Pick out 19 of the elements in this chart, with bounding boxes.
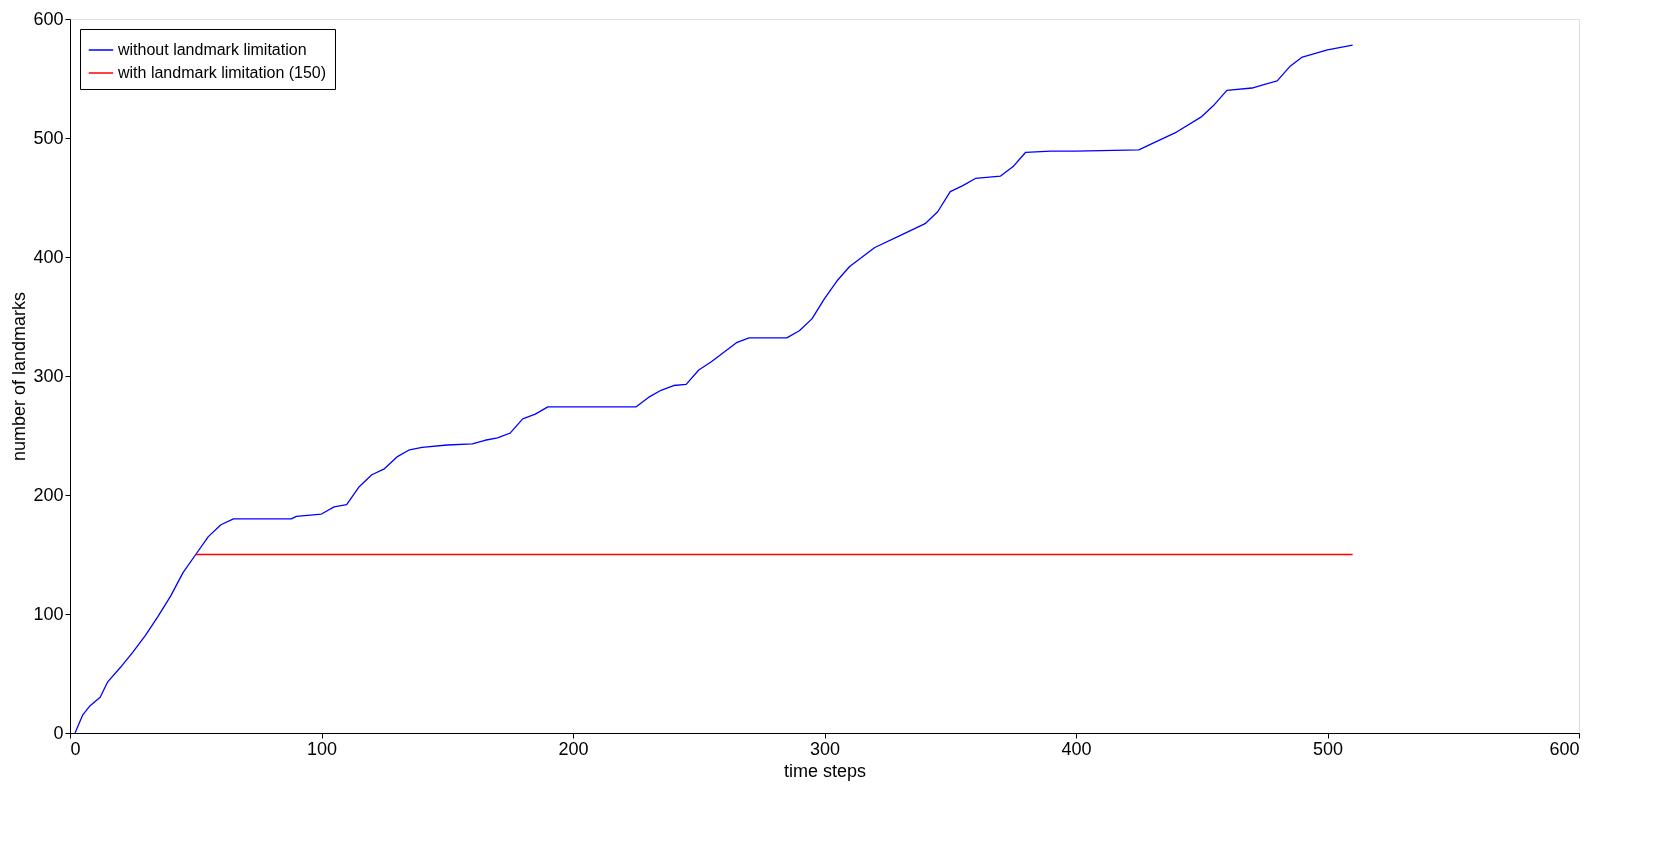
x-tick-label: 500 [1312,738,1344,759]
x-tick-label: 400 [1061,738,1092,759]
x-tick-label: 0 [70,738,81,759]
x-tick-label: 100 [306,738,338,759]
x-tick-label: 600 [1549,738,1580,759]
line-series [74,44,1354,734]
x-tick-label: 200 [558,738,589,759]
y-tick-label: 500 [33,127,64,148]
legend-label: with landmark limitation (150) [117,64,327,81]
y-tick-label: 200 [33,484,64,505]
legend-label: without landmark limitation [117,41,307,58]
y-tick-label: 600 [33,8,64,29]
x-tick-label: 300 [809,738,841,759]
y-tick-label: 400 [33,246,64,267]
y-tick-label: 300 [33,365,64,386]
y-axis-title: number of landmarks [9,291,30,462]
x-axis-title: time steps [783,760,867,781]
y-tick-label: 100 [33,603,64,624]
y-tick-label: 0 [53,722,64,743]
